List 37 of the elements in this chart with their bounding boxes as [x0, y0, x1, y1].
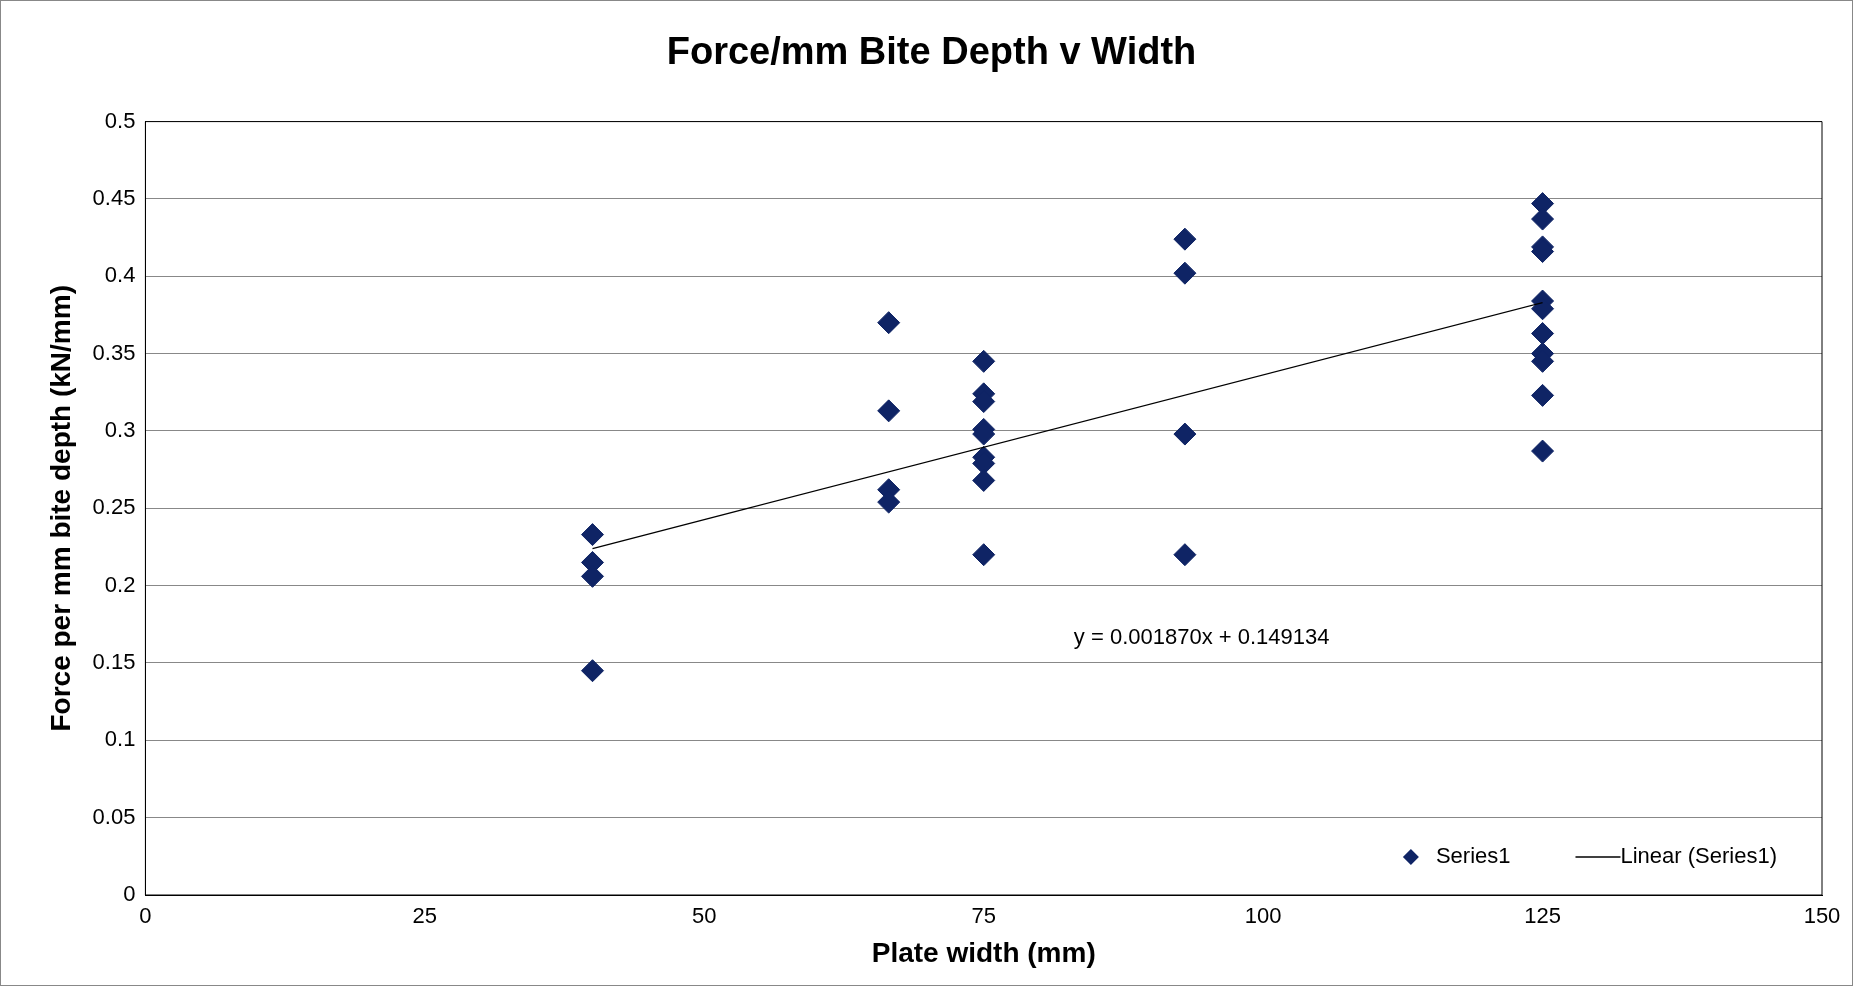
point [1173, 261, 1197, 285]
x-tick-label: 75 [971, 903, 996, 929]
y-tick-label: 0.05 [92, 803, 136, 829]
x-tick-label: 150 [1803, 903, 1841, 929]
point [1531, 439, 1555, 463]
chart-title: Force/mm Bite Depth v Width [666, 30, 1197, 73]
y-axis-title: Force per mm bite depth (kN/mm) [44, 285, 76, 732]
y-tick-label: 0.45 [92, 185, 136, 210]
point [972, 543, 996, 567]
point [1531, 322, 1555, 346]
x-tick-label: 50 [692, 903, 717, 929]
y-tick-label: 0.25 [92, 494, 136, 520]
point [972, 349, 996, 373]
x-tick-label: 100 [1244, 903, 1282, 929]
y-tick-label: 0.5 [104, 107, 136, 133]
y-tick-label: 0.1 [104, 726, 136, 752]
point [581, 659, 605, 683]
y-tick-label: 0 [123, 881, 136, 907]
annotation: y = 0.001870x + 0.149134 [1073, 624, 1330, 650]
point [581, 523, 605, 547]
x-tick-label: 25 [412, 903, 438, 929]
x-tick-label: 0 [139, 903, 152, 929]
point [877, 399, 901, 423]
x-tick-label: 125 [1524, 903, 1561, 929]
y-tick-label: 0.3 [104, 417, 136, 443]
y-tick-label: 0.35 [92, 339, 136, 365]
x-axis-title: Plate width (mm) [871, 936, 1096, 968]
point [1173, 227, 1197, 251]
legend-label: Series1 [1435, 843, 1511, 869]
y-tick-label: 0.4 [104, 262, 136, 288]
point [1173, 543, 1197, 567]
y-tick-label: 0.15 [92, 649, 136, 675]
legend-label: Linear (Series1) [1620, 843, 1777, 869]
point [877, 311, 901, 335]
y-tick-label: 0.2 [104, 571, 136, 597]
point [1531, 383, 1555, 407]
point [1173, 422, 1197, 446]
